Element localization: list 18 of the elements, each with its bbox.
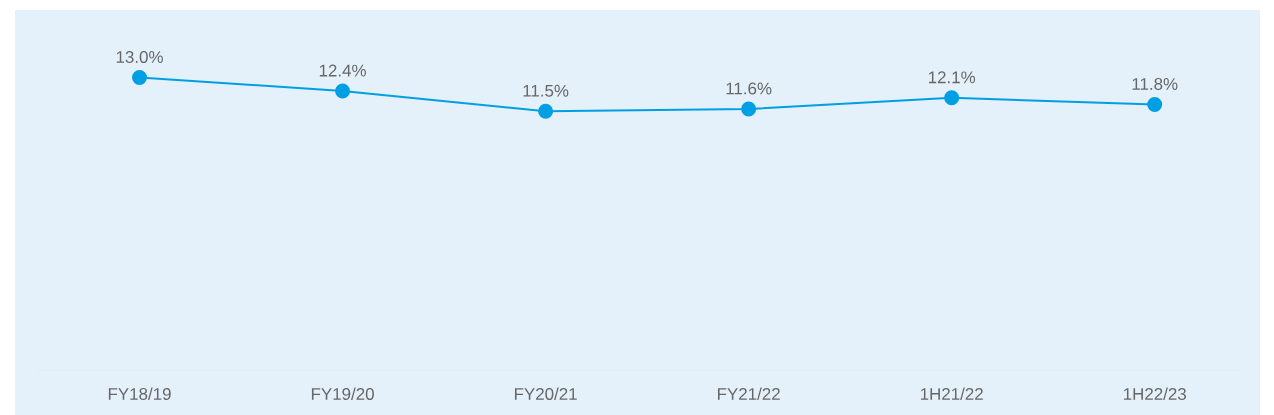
- point: [944, 90, 960, 106]
- x-tick-label: 1H22/23: [1123, 387, 1186, 400]
- point: [132, 70, 148, 85]
- x-tick-label: FY21/22: [718, 387, 780, 400]
- data-label: 11.8%: [1132, 77, 1178, 90]
- x-tick-label: FY20/21: [514, 387, 577, 400]
- point: [335, 83, 351, 99]
- data-label: 11.5%: [523, 84, 569, 97]
- point: [1147, 96, 1163, 112]
- x-tick-label: FY18/19: [108, 387, 171, 400]
- data-label: 11.6%: [726, 82, 772, 95]
- point: [538, 103, 554, 119]
- data-label: 12.4%: [319, 64, 366, 77]
- data-label: 12.1%: [928, 71, 976, 84]
- x-tick-label: FY19/20: [311, 387, 374, 400]
- data-label: 13.0%: [116, 50, 163, 63]
- point: [741, 101, 757, 117]
- x-tick-label: 1H21/22: [920, 387, 983, 400]
